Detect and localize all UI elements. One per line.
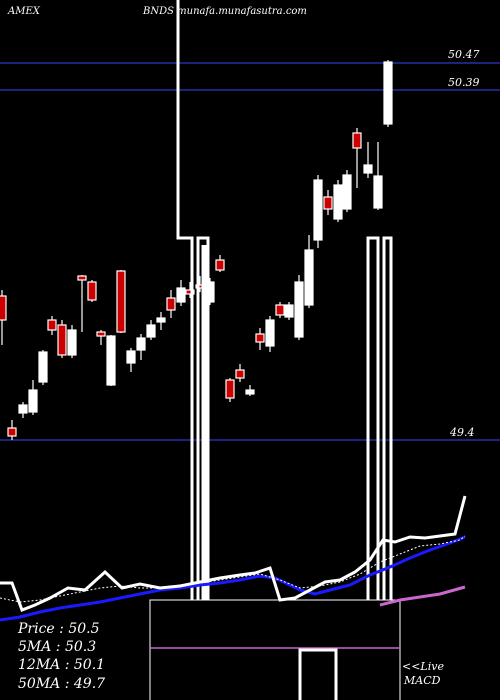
candle [0,290,7,345]
macd-label: MACD [403,674,441,687]
level-label-top: 50.47 [448,48,480,61]
vertical-bar-right-pair [366,236,393,700]
candle [156,312,166,330]
candle [342,170,352,212]
candle [255,328,265,350]
level-label-bottom: 49.4 [449,426,475,439]
candle [275,302,285,318]
candle [87,280,97,302]
candle [47,316,57,335]
level-label-second: 50.39 [448,76,480,89]
candle [106,335,116,386]
candle [18,402,28,418]
symbol-site-label: BNDS munafa.munafasutra.com [142,6,307,17]
candle [146,320,156,340]
candle [333,180,343,222]
live-label: <<Live [402,660,444,673]
candle [185,282,195,298]
indicator-box [149,599,401,700]
candle [67,325,77,358]
candle [57,320,67,358]
stat-ma5: 5MA : 50.3 [18,639,96,655]
candle [313,175,323,248]
candle [294,275,304,340]
candle [176,280,186,306]
ma-slow-line [379,585,466,607]
candle [363,142,373,178]
candle [116,270,126,333]
candle [245,385,255,396]
candle [28,380,38,415]
candle [215,255,225,272]
candle [323,190,333,215]
candle [383,60,393,127]
candle [235,364,245,382]
exchange-label: AMEX [7,6,41,17]
candle [7,420,17,440]
candle [38,350,48,385]
stat-ma12: 12MA : 50.1 [18,657,105,673]
candle [284,302,294,320]
stat-ma50: 50MA : 49.7 [18,676,105,692]
candle [304,235,314,308]
vertical-bar-left-tall [176,0,194,700]
candle [225,378,235,402]
macd-box-shape [298,648,338,700]
candles-group [0,60,393,440]
candle [126,348,136,372]
price-line [0,495,467,612]
ma-fast-line [0,535,466,603]
candle [77,275,87,332]
candle [265,316,275,352]
candle [166,290,176,318]
candle [96,330,106,345]
ma-mid-line [0,535,466,622]
stat-price: Price : 50.5 [17,621,100,637]
candle [136,334,146,360]
candle [352,128,362,188]
candle [373,142,383,210]
